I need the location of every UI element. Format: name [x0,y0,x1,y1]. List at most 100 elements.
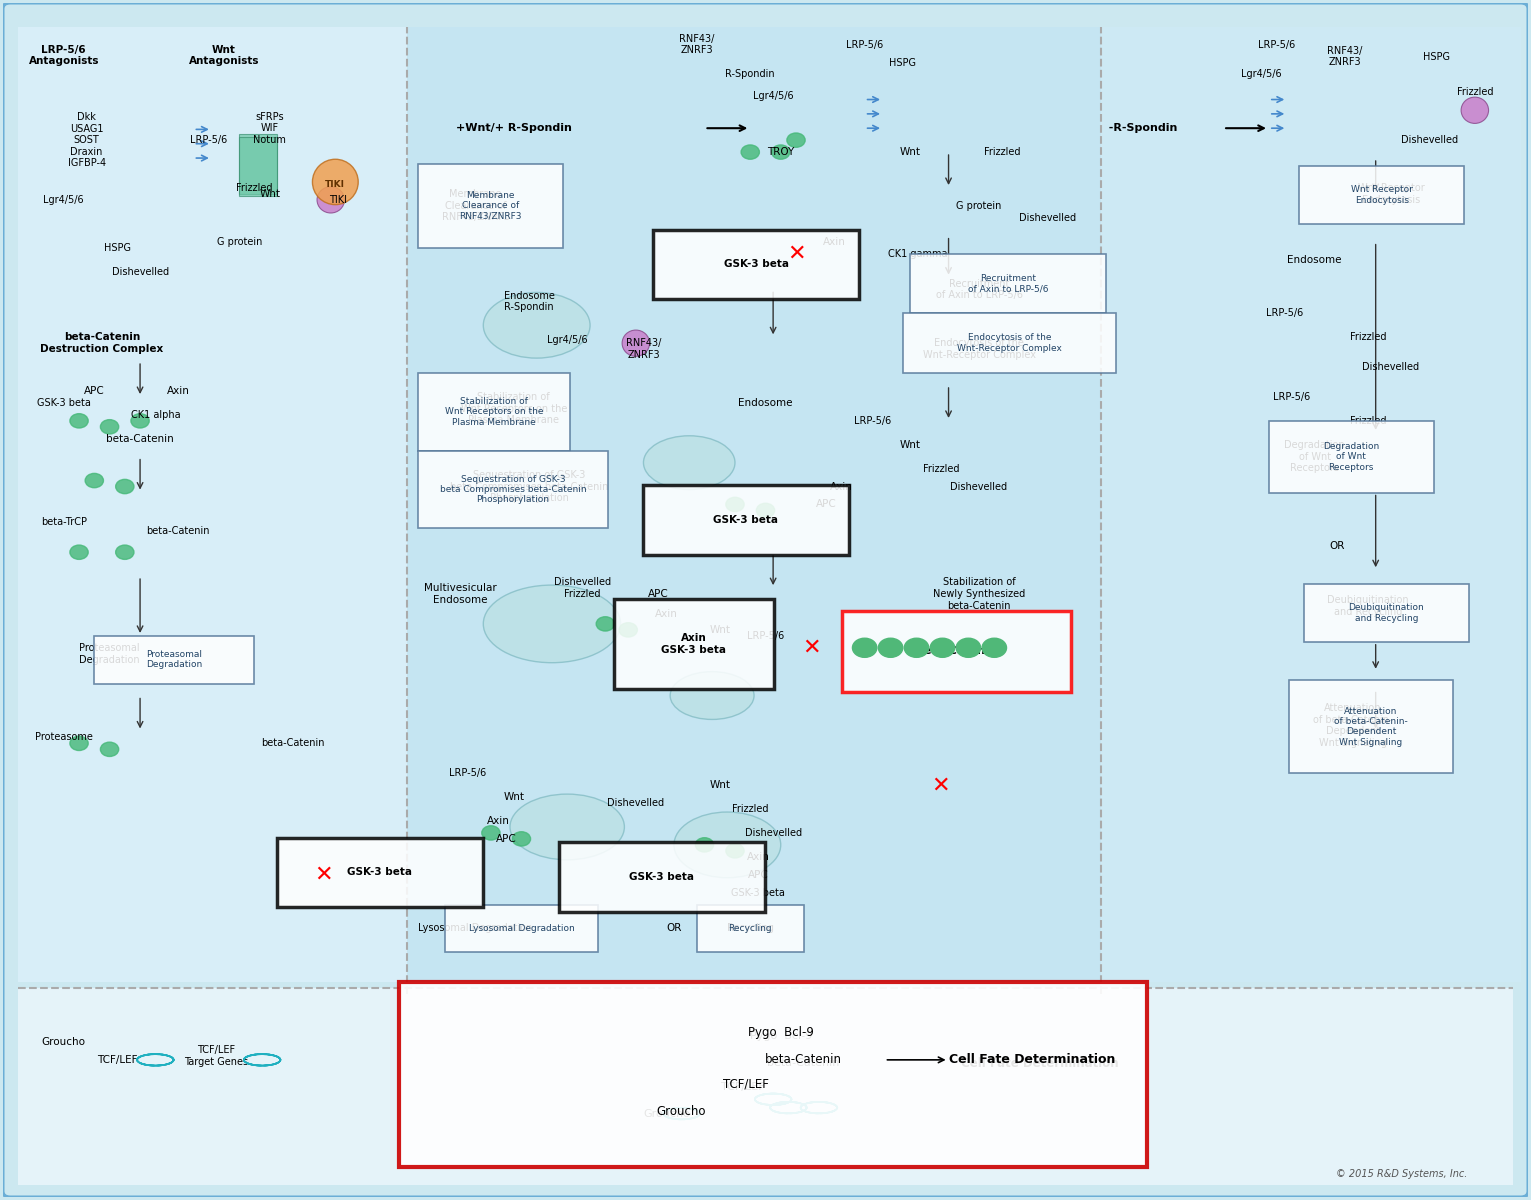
Text: Proteasomal
Degradation: Proteasomal Degradation [147,650,202,670]
FancyBboxPatch shape [1304,584,1468,642]
FancyBboxPatch shape [407,26,1101,983]
Text: APC: APC [84,386,104,396]
Text: G protein: G protein [957,200,1001,211]
Text: APC: APC [747,870,769,880]
Text: Attenuation
of beta-Catenin-
Dependent
Wnt Signaling: Attenuation of beta-Catenin- Dependent W… [1314,703,1393,748]
Text: TIKI: TIKI [325,180,346,188]
Text: Axin
GSK-3 beta: Axin GSK-3 beta [661,634,726,655]
Text: Lgr4/5/6: Lgr4/5/6 [547,335,588,344]
Text: Frizzled: Frizzled [1350,332,1386,342]
FancyBboxPatch shape [1289,680,1453,773]
Text: Lysosomal Degradation: Lysosomal Degradation [418,924,533,934]
Circle shape [879,638,903,658]
Text: Membrane
Clearance of
RNF43/ZNRF3: Membrane Clearance of RNF43/ZNRF3 [441,190,510,222]
Text: Membrane
Clearance of
RNF43/ZNRF3: Membrane Clearance of RNF43/ZNRF3 [459,191,522,221]
Circle shape [70,736,89,750]
Text: Endosome: Endosome [738,398,793,408]
Circle shape [116,479,135,493]
Text: Dishevelled
Frizzled: Dishevelled Frizzled [554,577,611,599]
Text: Axin: Axin [655,610,678,619]
Text: Dishevelled: Dishevelled [744,828,802,838]
Text: Frizzled: Frizzled [236,182,273,193]
Text: Dishevelled: Dishevelled [1401,136,1458,145]
FancyBboxPatch shape [418,373,570,451]
Ellipse shape [643,436,735,490]
Text: LRP-5/6: LRP-5/6 [450,768,487,778]
Text: +Wnt/+ R-Spondin: +Wnt/+ R-Spondin [456,124,571,133]
Text: RNF43/
ZNRF3: RNF43/ ZNRF3 [1327,46,1363,67]
FancyBboxPatch shape [1101,26,1520,983]
Text: RNF43/
ZNRF3: RNF43/ ZNRF3 [626,338,661,360]
FancyBboxPatch shape [559,842,766,912]
Text: Groucho: Groucho [41,1037,86,1046]
Text: Frizzled: Frizzled [984,148,1020,157]
Text: ✕: ✕ [314,865,332,884]
Text: Endosome
R-Spondin: Endosome R-Spondin [504,290,554,312]
Circle shape [619,623,637,637]
Text: Frizzled: Frizzled [1350,416,1386,426]
Text: Sequestration of GSK-3
beta Compromises beta-Catenin
Phosphorylation: Sequestration of GSK-3 beta Compromises … [450,470,608,503]
Text: Wnt: Wnt [709,780,730,790]
FancyBboxPatch shape [400,983,1147,1168]
Text: R-Spondin: R-Spondin [726,70,775,79]
FancyBboxPatch shape [239,134,277,194]
Text: ✕: ✕ [802,637,821,658]
Circle shape [905,638,929,658]
Ellipse shape [674,812,781,877]
Text: beta-Catenin: beta-Catenin [106,433,175,444]
Text: LRP-5/6: LRP-5/6 [847,40,883,49]
Text: GSK-3 beta: GSK-3 beta [713,515,778,524]
Text: Lgr4/5/6: Lgr4/5/6 [1242,70,1281,79]
FancyBboxPatch shape [18,26,407,983]
Text: Degradation
of Wnt
Receptors: Degradation of Wnt Receptors [1323,442,1379,472]
Text: ✕: ✕ [932,775,951,796]
Text: HSPG: HSPG [890,58,916,67]
Circle shape [853,638,877,658]
Text: Lgr4/5/6: Lgr4/5/6 [753,91,793,101]
Text: Recruitment
of Axin to LRP-5/6: Recruitment of Axin to LRP-5/6 [935,278,1023,300]
Ellipse shape [1461,97,1488,124]
Text: Deubiquitination
and Recycling: Deubiquitination and Recycling [1327,595,1409,617]
Text: GSK-3 beta: GSK-3 beta [348,868,412,877]
Text: HSPG: HSPG [104,242,130,253]
Text: Pygo  Bcl-9: Pygo Bcl-9 [750,1031,811,1040]
Ellipse shape [317,187,344,214]
Text: Endocytosis of the
Wnt-Receptor Complex: Endocytosis of the Wnt-Receptor Complex [957,334,1063,353]
Text: Frizzled: Frizzled [1456,88,1493,97]
Ellipse shape [510,794,625,859]
Text: Axin: Axin [487,816,510,826]
Text: Sequestration of GSK-3
beta Compromises beta-Catenin
Phosphorylation: Sequestration of GSK-3 beta Compromises … [439,475,586,504]
Text: HSPG: HSPG [1424,52,1450,61]
FancyBboxPatch shape [903,313,1116,373]
Circle shape [482,826,501,840]
Text: beta-Catenin
Destruction Complex: beta-Catenin Destruction Complex [40,332,164,354]
Circle shape [70,414,89,428]
Text: APC: APC [496,834,516,844]
Text: Stabilization of
Newly Synthesized
beta-Catenin: Stabilization of Newly Synthesized beta-… [932,577,1026,611]
Text: Recruitment
of Axin to LRP-5/6: Recruitment of Axin to LRP-5/6 [968,274,1049,293]
Text: Degradation
of Wnt
Receptors: Degradation of Wnt Receptors [1285,440,1344,473]
Text: TROY: TROY [767,148,795,157]
FancyBboxPatch shape [1300,167,1464,223]
Circle shape [116,545,135,559]
Text: GSK-3 beta: GSK-3 beta [629,872,694,882]
Text: ✕: ✕ [787,244,805,264]
Circle shape [596,617,614,631]
Text: Proteasomal
Degradation: Proteasomal Degradation [80,643,139,665]
FancyBboxPatch shape [18,988,1513,1186]
Text: OR: OR [1330,541,1346,551]
Text: Wnt Receptor
Endocytosis: Wnt Receptor Endocytosis [1350,185,1413,205]
Circle shape [726,844,744,858]
FancyBboxPatch shape [418,451,608,528]
Text: Dishevelled: Dishevelled [112,266,168,276]
Circle shape [70,545,89,559]
Text: Recycling: Recycling [727,924,773,934]
Text: Wnt: Wnt [900,439,922,450]
Text: Endocytosis of the
Wnt-Receptor Complex: Endocytosis of the Wnt-Receptor Complex [923,338,1035,360]
Text: beta-Catenin: beta-Catenin [260,738,325,749]
Circle shape [772,145,790,160]
Circle shape [756,503,775,517]
Circle shape [101,742,119,756]
Text: Proteasome: Proteasome [35,732,93,743]
Circle shape [132,414,149,428]
